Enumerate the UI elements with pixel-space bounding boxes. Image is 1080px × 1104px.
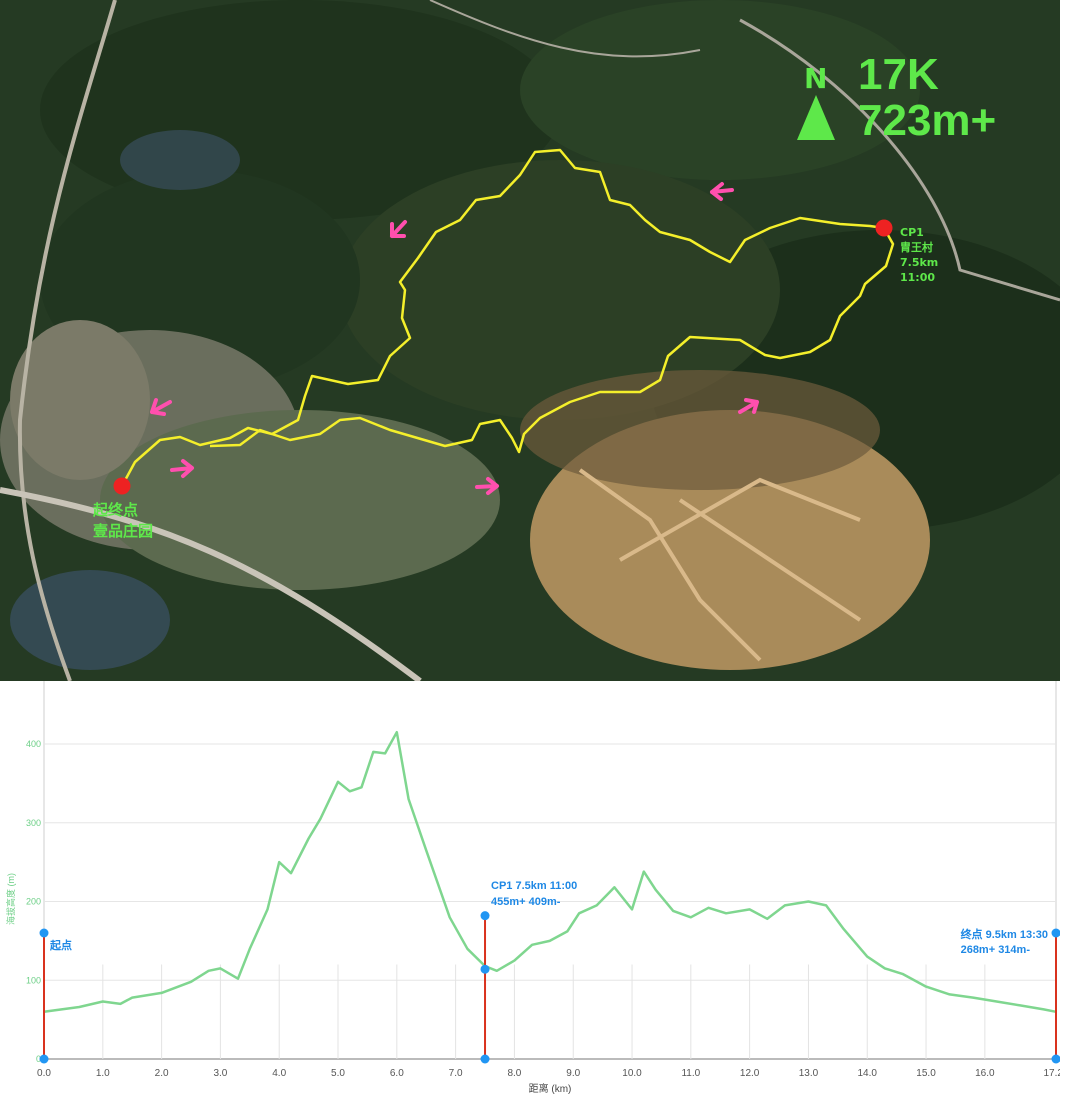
x-tick-label: 2.0 [155,1068,169,1079]
chart-ticks: 0 100 200 300 400 0.0 1.0 2.0 3.0 4.0 5.0 6.0 7.0 8.0… [26,739,1069,1079]
x-tick-label: 14.0 [858,1068,878,1079]
direction-arrows [150,182,759,495]
x-tick-label: 17.21 [1043,1068,1060,1079]
x-tick-label: 15.0 [916,1068,936,1079]
chart-grid [43,681,1057,1060]
cp1-name: CP1 [900,226,924,239]
x-tick-label: 8.0 [507,1068,521,1079]
finish-marker-label-line2: 268m+ 314m- [961,944,1031,956]
x-tick-label: 12.0 [740,1068,760,1079]
x-tick-label: 5.0 [331,1068,345,1079]
start-marker [113,477,131,495]
cp1-label: CP1 胄王村 7.5km 11:00 [900,225,938,285]
x-tick-label: 10.0 [622,1068,642,1079]
cp1-marker-label-line1: CP1 7.5km 11:00 [491,880,577,892]
elevation-gain-total: 723m+ [858,96,997,145]
x-tick-label: 0.0 [37,1068,51,1079]
x-tick-label: 11.0 [681,1068,700,1079]
north-arrow-icon [797,95,835,140]
finish-marker-label-line1: 终点 9.5km 13:30 [961,927,1048,941]
cp1-marker-label-line2: 455m+ 409m- [491,896,561,908]
elevation-chart: 0 100 200 300 400 0.0 1.0 2.0 3.0 4.0 5.0 6.0 7.0 8.0… [5,681,1069,1095]
x-tick-label: 1.0 [96,1068,110,1079]
marker-dot-bottom-start [39,1054,49,1064]
x-axis-label: 距离 (km) [529,1082,572,1095]
elevation-profile: 0 100 200 300 400 0.0 1.0 2.0 3.0 4.0 5.0 6.0 7.0 8.0… [0,681,1069,1099]
x-tick-label: 9.0 [566,1068,580,1079]
north-label: N [804,62,828,95]
start-label-line2: 壹品庄园 [93,522,154,540]
cp1-place: 胄王村 [900,241,933,254]
y-tick-label: 100 [26,975,41,985]
checkpoint-markers [39,911,1061,1064]
distance-total: 17K [858,50,939,99]
y-tick-label: 400 [26,739,41,749]
start-label-line1: 起终点 [93,501,139,519]
elevation-line [43,730,1057,1014]
x-tick-label: 6.0 [390,1068,404,1079]
marker-dot-mid-cp1 [480,964,490,974]
x-tick-label: 13.0 [799,1068,819,1079]
start-marker-label: 起点 [49,938,72,952]
x-tick-label: 16.0 [975,1068,995,1079]
y-tick-label: 200 [26,897,41,907]
x-tick-label: 3.0 [213,1068,227,1079]
route-stats: 17K 723m+ [858,52,996,144]
marker-dot-bottom-cp1 [480,1054,490,1064]
marker-dot-top-start [39,928,49,938]
start-finish-label: 起终点 壹品庄园 [93,500,153,542]
y-tick-label: 300 [26,818,41,828]
route-map: N 17K 723m+ 起终点 壹品庄园 CP1 胄王村 7.5km 11:00 [0,0,1060,681]
marker-dot-top-cp1 [480,911,490,921]
marker-dot-bottom-finish [1051,1054,1061,1064]
satellite-map-image [0,0,1060,681]
x-tick-label: 7.0 [449,1068,463,1079]
marker-dot-top-finish [1051,928,1061,938]
y-tick-label: 0 [36,1054,41,1064]
cp1-marker [875,219,893,237]
cp1-time: 11:00 [900,271,936,284]
y-axis-label: 海拔高度 (m) [5,873,16,925]
x-tick-label: 4.0 [272,1068,286,1079]
cp1-distance: 7.5km [900,256,939,269]
